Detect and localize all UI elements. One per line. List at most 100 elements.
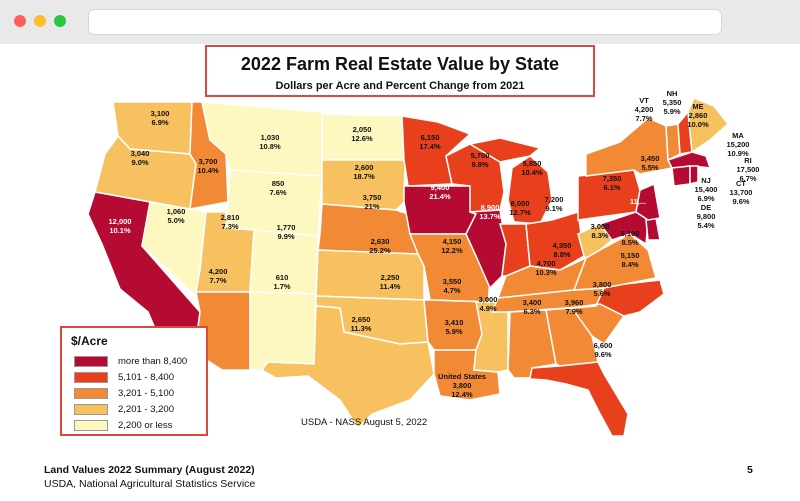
- state-MI-up: [467, 137, 542, 163]
- legend-label: 5,101 - 8,400: [118, 371, 174, 383]
- state-label-UT: 2,810 7.3%: [221, 213, 240, 231]
- maximize-window-button[interactable]: [54, 15, 66, 27]
- footer-agency: USDA, National Agricultural Statistics S…: [44, 478, 256, 490]
- map-subtitle: Dollars per Acre and Percent Change from…: [275, 80, 525, 92]
- minimize-window-button[interactable]: [34, 15, 46, 27]
- state-label-OR: 3,040 9.0%: [131, 149, 150, 167]
- state-abbrev-DE: DE: [701, 203, 711, 212]
- legend-swatch: [74, 387, 108, 399]
- state-MI: [507, 155, 553, 225]
- state-abbrev-CT: CT: [736, 179, 746, 188]
- state-label-NC: 5,150 8.4%: [621, 251, 640, 269]
- state-label-SC: 3,800 5.6%: [593, 280, 612, 298]
- state-FL: [513, 361, 629, 437]
- title-box: 2022 Farm Real Estate Value by State Dol…: [205, 45, 595, 97]
- legend-item: 5,101 - 8,400: [74, 371, 174, 383]
- state-NM: [249, 291, 317, 371]
- state-DE: [645, 217, 661, 241]
- page-number: 5: [747, 464, 753, 476]
- state-label-MO: 4,150 12.2%: [441, 237, 463, 255]
- state-label-MA: 15,200 10.9%: [727, 140, 750, 158]
- legend-label: 2,201 - 3,200: [118, 403, 174, 415]
- state-CT: [671, 165, 691, 187]
- state-abbrev-MA: MA: [732, 131, 744, 140]
- state-label-TN: 4,700 10.3%: [535, 259, 557, 277]
- state-label-AZ: 4,200 7.7%: [209, 267, 228, 285]
- state-label-IL: 8,900 13.7%: [479, 203, 501, 221]
- state-label-MT: 1,030 10.8%: [259, 133, 281, 151]
- state-label-IN: 8,000 12.7%: [509, 199, 531, 217]
- state-abbrev-VT: VT: [639, 96, 649, 105]
- legend-title: $/Acre: [71, 334, 108, 348]
- state-label-MD: 11,...: [630, 197, 646, 206]
- state-label-GA: 3,960 7.9%: [565, 298, 584, 316]
- browser-chrome: [0, 0, 800, 44]
- state-NC: [571, 279, 665, 317]
- state-NY: [585, 117, 674, 177]
- legend-label: 3,201 - 5,100: [118, 387, 174, 399]
- state-abbrev-NJ: NJ: [701, 176, 711, 185]
- state-label-WA: 3,100 6.9%: [151, 109, 170, 127]
- state-label-MN: 6,150 17.4%: [419, 133, 441, 151]
- legend-label: 2,200 or less: [118, 419, 173, 431]
- state-label-ND: 2,050 12.6%: [351, 125, 373, 143]
- state-label-NH: 5,350 5.9%: [663, 98, 682, 116]
- state-label-NM: 610 1.7%: [273, 273, 290, 291]
- state-label-RI: 17,500 6.7%: [737, 165, 760, 183]
- state-label-PA: 7,350 6.1%: [603, 174, 622, 192]
- state-RI: [689, 165, 699, 185]
- legend-swatch: [74, 403, 108, 415]
- legend-item: 3,201 - 5,100: [74, 387, 174, 399]
- state-label-ME: 2,860 10.0%: [687, 111, 709, 129]
- map-title: 2022 Farm Real Estate Value by State: [240, 54, 560, 74]
- state-label-ID: 3,700 10.4%: [197, 157, 219, 175]
- state-label-WI: 5,700 9.8%: [471, 151, 490, 169]
- state-label-VA: 5,100 8.5%: [621, 229, 640, 247]
- state-label-IA: 9,400 21.4%: [429, 183, 451, 201]
- state-label-LA: 3,410 5.9%: [445, 318, 464, 336]
- state-label-TX: 2,650 11.3%: [351, 315, 372, 333]
- address-bar[interactable]: [88, 9, 722, 35]
- state-label-WY: 850 7.6%: [269, 179, 286, 197]
- state-label-NJ: 15,400 6.9%: [695, 185, 718, 203]
- state-NJ: [635, 182, 661, 221]
- state-abbrev-RI: RI: [744, 156, 752, 165]
- state-abbrev-NH: NH: [667, 89, 678, 98]
- legend: $/Acre more than 8,400 5,101 - 8,400 3,2…: [60, 326, 208, 436]
- state-label-AL: 3,400 6.3%: [523, 298, 542, 316]
- legend-swatch: [74, 371, 108, 383]
- state-KS: [315, 249, 425, 301]
- state-label-CO: 1,770 9.9%: [277, 223, 296, 241]
- source-note: USDA - NASS August 5, 2022: [301, 417, 428, 428]
- state-label-NV: 1,060 5.0%: [167, 207, 186, 225]
- state-label-MS: 3,000 4.9%: [479, 295, 498, 313]
- legend-item: 2,200 or less: [74, 419, 172, 431]
- slide-page: 3,100 6.9% 3,040 9.0% 12,000 10.1% 3,700 10.4% 1…: [0, 44, 800, 501]
- legend-swatch: [74, 355, 108, 367]
- state-label-FL: 6,600 9.6%: [594, 341, 613, 359]
- legend-label: more than 8,400: [118, 355, 188, 367]
- state-label-NE: 3,750 21%: [363, 193, 382, 211]
- state-label-WV: 3,000 8.3%: [591, 222, 610, 240]
- state-label-DE: 9,800 5.4%: [697, 212, 716, 230]
- state-label-SD: 2,600 18.7%: [353, 163, 375, 181]
- footer-title: Land Values 2022 Summary (August 2022): [44, 464, 255, 476]
- state-label-NY: 3,450 5.5%: [641, 154, 660, 172]
- state-labels: 3,100 6.9% 3,040 9.0% 12,000 10.1% 3,700 10.4% 1…: [109, 89, 760, 399]
- legend-item: 2,201 - 3,200: [74, 403, 174, 415]
- state-MS: [473, 301, 509, 373]
- state-label-OH: 7,200 9.1%: [545, 195, 564, 213]
- us-total-label: United States 3,800 12.4%: [438, 372, 486, 399]
- state-label-OK: 2,250 11.4%: [380, 273, 401, 291]
- us-state-map: 3,100 6.9% 3,040 9.0% 12,000 10.1% 3,700 10.4% 1…: [87, 89, 760, 437]
- state-label-MI: 5,850 10.4%: [521, 159, 543, 177]
- legend-swatch: [74, 419, 108, 431]
- close-window-button[interactable]: [14, 15, 26, 27]
- state-label-CA: 12,000 10.1%: [109, 217, 132, 235]
- state-abbrev-ME: ME: [692, 102, 703, 111]
- state-label-AR: 3,550 4.7%: [443, 277, 462, 295]
- state-label-CT: 13,700 9.6%: [730, 188, 753, 206]
- state-SD: [321, 159, 406, 211]
- state-label-VT: 4,200 7.7%: [635, 105, 654, 123]
- legend-item: more than 8,400: [74, 355, 187, 367]
